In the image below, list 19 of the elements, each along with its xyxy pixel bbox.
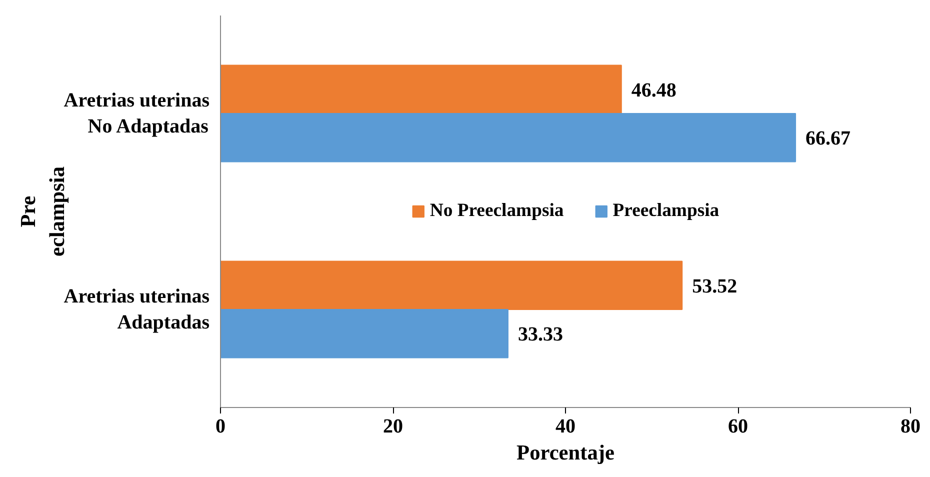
bar (220, 113, 796, 162)
y-tick-label: Aretrias uterinas No Adaptadas (64, 89, 210, 138)
x-tick-label: 20 (383, 416, 403, 438)
data-label: 66.67 (806, 128, 851, 150)
bar (220, 309, 508, 358)
data-label: 46.48 (631, 79, 676, 102)
x-tick-label: 60 (728, 416, 748, 438)
x-tick-label: 40 (556, 416, 576, 438)
x-tick-label: 80 (900, 416, 920, 438)
bar (220, 64, 622, 114)
legend-label: Preeclampsia (612, 200, 720, 222)
legend-label: No Preeclampsia (430, 200, 564, 222)
data-label: 53.52 (692, 275, 738, 298)
y-tick-label: Aretrias uterinas Adaptadas (64, 285, 210, 334)
x-tick-label: 0 (216, 416, 226, 438)
y-axis-title: Pre eclampsia (16, 166, 69, 257)
data-label: 33.33 (518, 324, 563, 346)
bar (220, 260, 683, 310)
x-axis-title: Porcentaje (516, 440, 614, 464)
